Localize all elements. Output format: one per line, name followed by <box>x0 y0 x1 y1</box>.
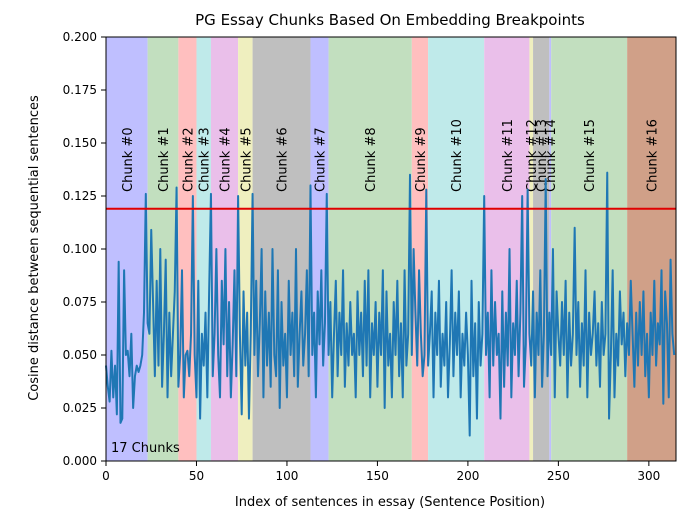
y-tick-label: 0.175 <box>63 83 97 97</box>
chunk-label-16: Chunk #16 <box>646 119 661 192</box>
y-tick-label: 0.075 <box>63 295 97 309</box>
y-tick-label: 0.150 <box>63 136 97 150</box>
chunk-label-1: Chunk #1 <box>157 127 172 192</box>
chunk-band-12 <box>529 37 534 461</box>
chunk-label-0: Chunk #0 <box>121 127 136 192</box>
chunk-label-13: Chunk #13 <box>535 119 550 192</box>
chunk-count-annotation: 17 Chunks <box>111 441 180 456</box>
chunk-labels: Chunk #0 Chunk #1 Chunk #2 Chunk #3 Chunk #4… <box>121 119 661 192</box>
chunk-band-1 <box>147 37 179 461</box>
x-tick-label: 250 <box>547 469 570 483</box>
chunk-label-10: Chunk #10 <box>450 119 465 192</box>
chunk-label-4: Chunk #4 <box>219 127 234 192</box>
chunk-label-12: Chunk #12 <box>525 119 540 192</box>
chunk-label-8: Chunk #8 <box>364 127 379 192</box>
x-tick-label: 150 <box>366 469 389 483</box>
y-tick-label: 0.025 <box>63 401 97 415</box>
chunk-band-13 <box>533 37 550 461</box>
chart-title: PG Essay Chunks Based On Embedding Break… <box>195 11 585 29</box>
chunk-label-11: Chunk #11 <box>501 119 516 192</box>
x-axis-ticks: 0 50 100 150 200 250 300 <box>102 461 660 483</box>
x-tick-label: 300 <box>637 469 660 483</box>
chunk-label-14: Chunk #14 <box>544 119 559 192</box>
y-tick-label: 0.100 <box>63 242 97 256</box>
chunk-label-3: Chunk #3 <box>198 127 213 192</box>
chunk-label-15: Chunk #15 <box>583 119 598 192</box>
y-tick-label: 0.050 <box>63 348 97 362</box>
series-line <box>105 171 676 437</box>
series-group <box>105 171 676 437</box>
chunk-label-2: Chunk #2 <box>181 127 196 192</box>
x-tick-label: 100 <box>275 469 298 483</box>
y-tick-label: 0.200 <box>63 30 97 44</box>
chunk-band-15 <box>551 37 628 461</box>
x-tick-label: 0 <box>102 469 110 483</box>
x-tick-label: 200 <box>456 469 479 483</box>
chunk-label-5: Chunk #5 <box>239 127 254 192</box>
y-axis-label: Cosine distance between sequential sente… <box>27 95 42 401</box>
chunk-label-6: Chunk #6 <box>276 127 291 192</box>
x-axis-label: Index of sentences in essay (Sentence Po… <box>235 495 545 510</box>
chunk-band-10 <box>428 37 485 461</box>
chunk-band-3 <box>196 37 211 461</box>
chunk-label-7: Chunk #7 <box>314 127 329 192</box>
y-axis-ticks: 0.000 0.025 0.050 0.075 0.100 0.125 0.150 0.175… <box>63 30 106 468</box>
y-tick-label: 0.125 <box>63 189 97 203</box>
x-tick-label: 50 <box>189 469 204 483</box>
y-tick-label: 0.000 <box>63 454 97 468</box>
chunk-label-9: Chunk #9 <box>414 127 429 192</box>
chunk-band-14 <box>549 37 552 461</box>
